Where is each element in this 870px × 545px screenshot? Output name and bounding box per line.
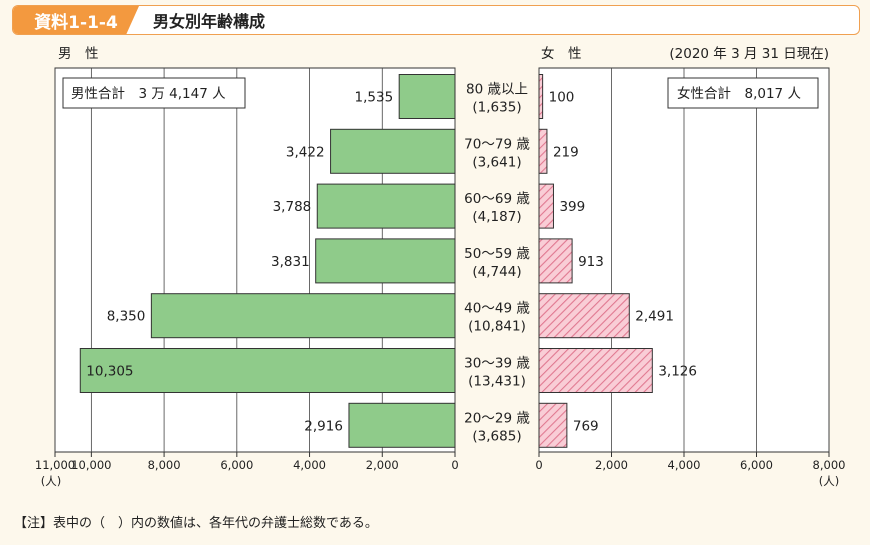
age-group-total-label: (13,431) <box>468 374 526 390</box>
age-group-total-label: (1,635) <box>472 100 521 116</box>
male-tick-label: 4,000 <box>293 458 326 472</box>
male-bar <box>316 183 456 229</box>
female-axis-unit: (人) <box>819 474 839 488</box>
title-bar: 資料1-1-4 男女別年齢構成 <box>12 5 860 35</box>
age-group-total-label: (3,685) <box>472 428 521 444</box>
age-group-total-label: (10,841) <box>468 319 526 335</box>
age-group-label: 80 歳以上 <box>466 82 528 98</box>
female-value-label: 769 <box>573 418 599 434</box>
age-group-label: 40〜49 歳 <box>464 301 530 317</box>
age-group-label: 30〜39 歳 <box>464 356 530 372</box>
male-bar <box>348 402 456 448</box>
male-value-label: 3,831 <box>271 254 310 270</box>
female-tick-label: 2,000 <box>595 458 628 472</box>
female-tick-label: 4,000 <box>668 458 701 472</box>
male-bar <box>150 293 456 339</box>
age-group-total-label: (4,744) <box>472 264 521 280</box>
male-tick-label: 8,000 <box>148 458 181 472</box>
age-group-label: 60〜69 歳 <box>464 191 530 207</box>
figure-title: 男女別年齢構成 <box>153 12 266 31</box>
female-bar <box>538 348 653 393</box>
female-total-label: 女性合計 8,017 人 <box>677 85 801 102</box>
female-value-label: 3,126 <box>658 364 697 380</box>
male-value-label: 1,535 <box>355 90 394 106</box>
male-bar <box>79 348 456 393</box>
female-header: 女 性 <box>541 45 582 62</box>
male-value-label: 3,788 <box>273 199 312 215</box>
female-value-label: 100 <box>549 90 575 106</box>
age-group-total-label: (3,641) <box>472 154 521 170</box>
male-total-label: 男性合計 3 万 4,147 人 <box>71 86 226 102</box>
female-value-label: 2,491 <box>635 309 674 325</box>
female-bar <box>538 183 554 229</box>
male-total-box <box>62 77 246 109</box>
female-bar <box>538 293 630 339</box>
female-tick-label: 6,000 <box>740 458 773 472</box>
male-axis-unit: (人) <box>41 474 61 488</box>
male-bar <box>398 74 456 119</box>
male-value-label: 10,305 <box>86 364 133 380</box>
male-value-label: 2,916 <box>304 418 343 434</box>
female-bar <box>538 402 568 448</box>
age-group-label: 20〜29 歳 <box>464 410 530 426</box>
figure-tag: 資料1-1-4 <box>13 6 139 34</box>
male-tick-label: 2,000 <box>366 458 399 472</box>
male-bar <box>315 238 456 284</box>
female-bar <box>538 74 544 119</box>
male-bar <box>330 128 456 174</box>
male-tick-label: 0 <box>451 458 458 472</box>
female-tick-label: 8,000 <box>813 458 846 472</box>
female-value-label: 913 <box>578 254 604 270</box>
date-note: (2020 年 3 月 31 日現在) <box>669 46 829 62</box>
male-tick-label: 6,000 <box>220 458 253 472</box>
age-group-total-label: (4,187) <box>472 209 521 225</box>
male-tick-label: 11,000 <box>35 458 75 472</box>
age-group-label: 50〜59 歳 <box>464 246 530 262</box>
age-group-label: 70〜79 歳 <box>464 136 530 152</box>
male-header: 男 性 <box>58 46 99 62</box>
footnote: 【注】表中の（ ）内の数値は、各年代の弁護士総数である。 <box>14 516 378 531</box>
female-tick-label: 0 <box>535 458 542 472</box>
female-total-box <box>667 77 819 109</box>
male-value-label: 3,422 <box>286 144 325 160</box>
female-value-label: 399 <box>559 199 585 215</box>
male-tick-label: 10,000 <box>71 458 111 472</box>
female-value-label: 219 <box>553 144 579 160</box>
male-value-label: 8,350 <box>107 309 146 325</box>
bar-layer <box>79 74 653 448</box>
female-bar <box>538 238 573 284</box>
female-bar <box>538 128 548 174</box>
